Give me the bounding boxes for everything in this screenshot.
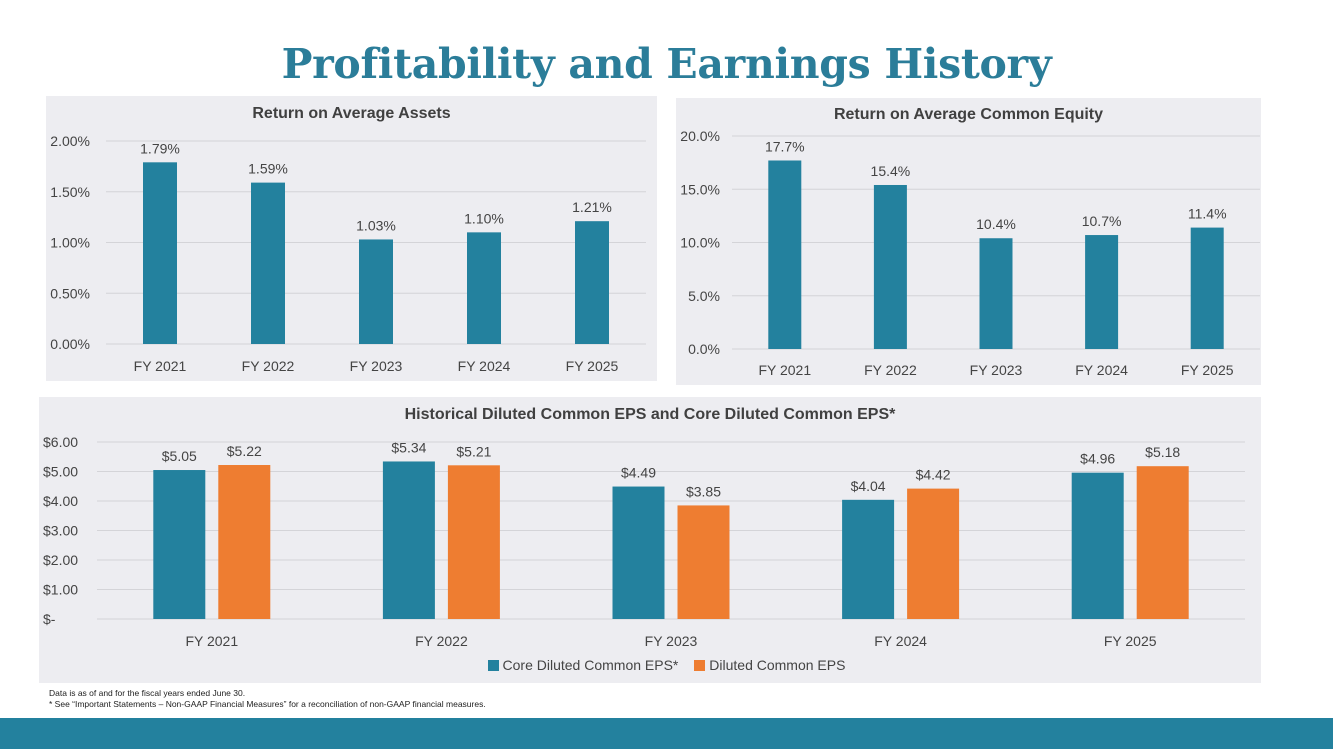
y-tick-label: $3.00 <box>43 523 78 539</box>
page-title: Profitability and Earnings History <box>281 40 1052 88</box>
footnote-non-gaap: * See “Important Statements – Non-GAAP F… <box>49 699 486 709</box>
bar-core-diluted-common-eps-fy-2021 <box>153 470 206 619</box>
data-label-diluted-common-eps-fy-2023: $3.85 <box>686 483 721 499</box>
x-tick-label: FY 2024 <box>874 633 927 649</box>
bar-values-fy-2024 <box>1085 235 1119 349</box>
footer-bar <box>0 718 1333 749</box>
data-label-core-diluted-common-eps-fy-2025: $4.96 <box>1080 451 1115 467</box>
chart-panel-eps-history: Historical Diluted Common EPS and Core D… <box>39 397 1261 683</box>
y-tick-label: 1.00% <box>50 235 90 251</box>
bar-diluted-common-eps-fy-2022 <box>447 465 500 619</box>
y-tick-label: $1.00 <box>43 582 78 598</box>
chart-title: Return on Average Common Equity <box>834 106 1103 123</box>
x-tick-label: FY 2021 <box>185 633 238 649</box>
chart-panel-return-on-average-assets: Return on Average Assets 0.00% 0.50% 1.00% 1… <box>46 96 657 381</box>
footnotes: Data is as of and for the fiscal years e… <box>49 688 486 710</box>
y-tick-label: 1.50% <box>50 184 90 200</box>
y-tick-label: 0.00% <box>50 336 90 352</box>
data-label-values-fy-2025: 1.21% <box>572 199 612 215</box>
chart-panel-return-on-average-common-equity: Return on Average Common Equity 0.0% 5.0% 1… <box>676 98 1261 385</box>
x-tick-label: FY 2021 <box>134 358 187 374</box>
bar-values-fy-2024 <box>467 232 501 344</box>
y-tick-label: $4.00 <box>43 493 78 509</box>
data-label-core-diluted-common-eps-fy-2023: $4.49 <box>621 465 656 481</box>
data-label-diluted-common-eps-fy-2025: $5.18 <box>1145 444 1180 460</box>
chart-return-on-average-common-equity: Return on Average Common Equity 0.0% 5.0% 1… <box>676 98 1261 385</box>
data-label-core-diluted-common-eps-fy-2021: $5.05 <box>162 448 197 464</box>
bar-core-diluted-common-eps-fy-2024 <box>842 499 895 619</box>
bar-core-diluted-common-eps-fy-2023 <box>612 486 665 619</box>
data-label-values-fy-2023: 1.03% <box>356 217 396 233</box>
legend-item-core-eps: Core Diluted Common EPS* <box>487 657 679 673</box>
bar-values-fy-2025 <box>1190 227 1224 349</box>
chart-background <box>46 96 657 381</box>
data-label-values-fy-2021: 1.79% <box>140 140 180 156</box>
y-tick-label: 20.0% <box>680 128 720 144</box>
bar-diluted-common-eps-fy-2023 <box>677 505 730 619</box>
y-tick-label: 5.0% <box>688 288 720 304</box>
y-tick-label: 15.0% <box>680 181 720 197</box>
x-tick-label: FY 2023 <box>645 633 698 649</box>
y-tick-label: 2.00% <box>50 133 90 149</box>
data-label-values-fy-2022: 15.4% <box>871 163 911 179</box>
bar-diluted-common-eps-fy-2021 <box>218 465 271 619</box>
bar-values-fy-2022 <box>873 184 907 349</box>
bar-core-diluted-common-eps-fy-2022 <box>382 461 435 619</box>
legend-label-diluted-eps: Diluted Common EPS <box>709 657 846 673</box>
data-label-values-fy-2024: 10.7% <box>1082 213 1122 229</box>
x-tick-label: FY 2025 <box>566 358 619 374</box>
data-label-diluted-common-eps-fy-2021: $5.22 <box>227 443 262 459</box>
data-label-values-fy-2022: 1.59% <box>248 161 288 177</box>
data-label-core-diluted-common-eps-fy-2022: $5.34 <box>391 439 426 455</box>
bar-values-fy-2022 <box>251 182 285 344</box>
bar-core-diluted-common-eps-fy-2025 <box>1071 472 1124 619</box>
legend-label-core-eps: Core Diluted Common EPS* <box>502 657 679 673</box>
data-label-diluted-common-eps-fy-2022: $5.21 <box>456 443 491 459</box>
chart-title: Historical Diluted Common EPS and Core D… <box>405 406 897 423</box>
data-label-values-fy-2023: 10.4% <box>976 216 1016 232</box>
footnote-fiscal-year: Data is as of and for the fiscal years e… <box>49 688 246 698</box>
y-tick-label: $6.00 <box>43 434 78 450</box>
bar-values-fy-2021 <box>143 162 177 344</box>
bar-diluted-common-eps-fy-2025 <box>1136 466 1189 619</box>
chart-legend: Core Diluted Common EPS* Diluted Common … <box>0 657 1333 674</box>
x-tick-label: FY 2025 <box>1181 362 1234 378</box>
bar-values-fy-2023 <box>979 238 1013 349</box>
x-tick-label: FY 2024 <box>458 358 511 374</box>
data-label-diluted-common-eps-fy-2024: $4.42 <box>916 467 951 483</box>
data-label-values-fy-2024: 1.10% <box>464 210 504 226</box>
x-tick-label: FY 2024 <box>1075 362 1128 378</box>
chart-background <box>676 98 1261 385</box>
y-tick-label: $5.00 <box>43 464 78 480</box>
legend-swatch-core-eps <box>487 659 499 671</box>
y-tick-label: 0.0% <box>688 341 720 357</box>
bar-values-fy-2023 <box>359 239 393 344</box>
chart-title: Return on Average Assets <box>252 105 450 122</box>
data-label-core-diluted-common-eps-fy-2024: $4.04 <box>851 478 886 494</box>
y-tick-label: $2.00 <box>43 552 78 568</box>
y-tick-label: $- <box>43 611 56 627</box>
bar-diluted-common-eps-fy-2024 <box>907 488 960 619</box>
x-tick-label: FY 2023 <box>970 362 1023 378</box>
y-tick-label: 0.50% <box>50 285 90 301</box>
x-tick-label: FY 2022 <box>864 362 917 378</box>
legend-item-diluted-eps: Diluted Common EPS <box>694 657 845 673</box>
bar-values-fy-2025 <box>575 221 609 344</box>
bar-values-fy-2021 <box>768 160 802 349</box>
chart-return-on-average-assets: Return on Average Assets 0.00% 0.50% 1.00% 1… <box>46 96 657 381</box>
chart-eps-history: Historical Diluted Common EPS and Core D… <box>39 397 1261 683</box>
x-tick-label: FY 2025 <box>1104 633 1157 649</box>
data-label-values-fy-2025: 11.4% <box>1188 206 1227 222</box>
x-tick-label: FY 2022 <box>242 358 295 374</box>
y-tick-label: 10.0% <box>680 235 720 251</box>
x-tick-label: FY 2022 <box>415 633 468 649</box>
data-label-values-fy-2021: 17.7% <box>765 138 805 154</box>
x-tick-label: FY 2021 <box>758 362 811 378</box>
x-tick-label: FY 2023 <box>350 358 403 374</box>
legend-swatch-diluted-eps <box>694 659 706 671</box>
